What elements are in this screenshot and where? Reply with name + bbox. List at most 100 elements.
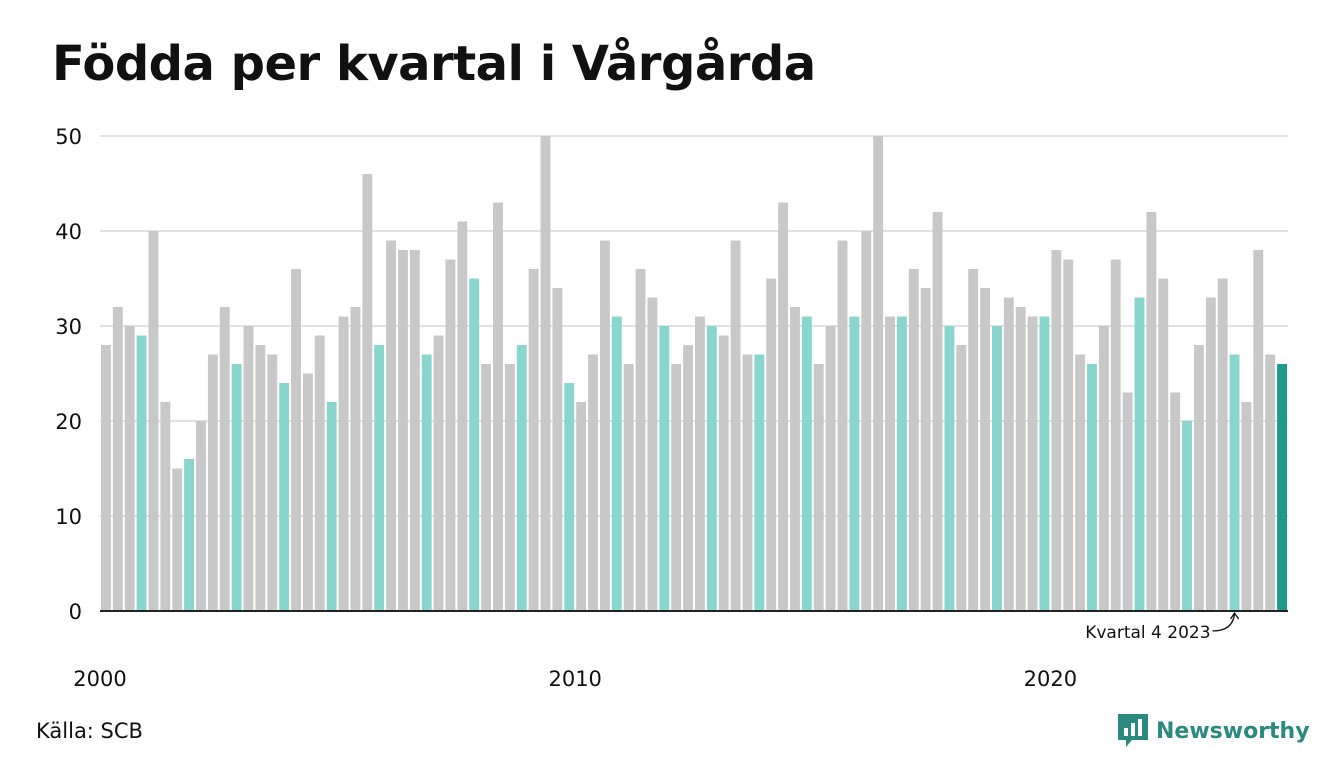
bar bbox=[540, 136, 551, 611]
bar bbox=[908, 269, 919, 611]
bar bbox=[231, 364, 242, 611]
bar bbox=[326, 402, 337, 611]
bar bbox=[932, 212, 943, 611]
bar bbox=[896, 316, 907, 611]
newsworthy-brand[interactable]: Newsworthy bbox=[1118, 714, 1310, 748]
bar bbox=[124, 326, 135, 611]
bar bbox=[754, 354, 765, 611]
bar bbox=[564, 383, 575, 611]
bar bbox=[493, 202, 503, 611]
source-note: Källa: SCB bbox=[36, 719, 143, 743]
bars bbox=[101, 136, 1287, 611]
bar bbox=[338, 316, 349, 611]
bar bbox=[1051, 250, 1062, 611]
bar bbox=[956, 345, 967, 611]
bar bbox=[243, 326, 254, 611]
bar bbox=[611, 316, 622, 611]
bar bbox=[623, 364, 634, 611]
bar bbox=[481, 364, 492, 611]
y-tick-label: 20 bbox=[55, 410, 82, 434]
bar bbox=[386, 240, 396, 611]
bar bbox=[314, 335, 325, 611]
y-tick-label: 10 bbox=[55, 505, 82, 529]
bar bbox=[469, 278, 480, 611]
bar bbox=[279, 383, 290, 611]
bar bbox=[136, 335, 147, 611]
y-tick-label: 40 bbox=[55, 220, 82, 244]
bar bbox=[457, 221, 468, 611]
latest-annotation: Kvartal 4 2023 bbox=[1085, 611, 1240, 643]
bar bbox=[790, 307, 800, 611]
bar bbox=[255, 345, 266, 611]
bar bbox=[813, 364, 824, 611]
bar bbox=[1063, 259, 1074, 611]
bar bbox=[409, 250, 420, 611]
bar bbox=[1229, 354, 1240, 611]
x-tick-label: 2020 bbox=[1024, 667, 1077, 691]
bar bbox=[683, 345, 693, 611]
bar bbox=[873, 136, 884, 611]
bar bbox=[599, 240, 610, 611]
bar bbox=[1277, 364, 1287, 611]
bar bbox=[992, 326, 1002, 611]
bar bbox=[837, 240, 848, 611]
chart-title: Födda per kvartal i Vårgårda bbox=[52, 36, 816, 92]
bar bbox=[968, 269, 979, 611]
bar bbox=[1158, 278, 1169, 611]
bar bbox=[1253, 250, 1264, 611]
bar bbox=[207, 354, 218, 611]
bar bbox=[718, 335, 729, 611]
bar bbox=[588, 354, 598, 611]
annotation-arrow bbox=[1212, 613, 1236, 632]
bar bbox=[1122, 392, 1133, 611]
bar bbox=[516, 345, 527, 611]
bar bbox=[825, 326, 836, 611]
bar bbox=[291, 269, 301, 611]
bar bbox=[1241, 402, 1252, 611]
bar bbox=[398, 250, 408, 611]
annotation-label: Kvartal 4 2023 bbox=[1085, 623, 1210, 643]
brand-name: Newsworthy bbox=[1156, 718, 1310, 744]
bar bbox=[635, 269, 646, 611]
bar bbox=[219, 307, 230, 611]
bar bbox=[1087, 364, 1097, 611]
bar bbox=[504, 364, 515, 611]
bar bbox=[1110, 259, 1121, 611]
bar bbox=[350, 307, 361, 611]
bar bbox=[742, 354, 753, 611]
bar bbox=[944, 326, 955, 611]
newsworthy-logo-icon bbox=[1118, 714, 1148, 747]
gridlines bbox=[100, 135, 1288, 517]
bar bbox=[659, 326, 670, 611]
x-tick-label: 2010 bbox=[548, 667, 601, 691]
bar bbox=[1039, 316, 1050, 611]
bar bbox=[101, 345, 111, 611]
bar bbox=[1146, 212, 1157, 611]
bar bbox=[647, 297, 658, 611]
bar bbox=[1170, 392, 1181, 611]
bar bbox=[160, 402, 171, 611]
bar bbox=[849, 316, 860, 611]
y-tick-label: 30 bbox=[55, 315, 82, 339]
bar bbox=[445, 259, 456, 611]
bar bbox=[695, 316, 705, 611]
bar bbox=[267, 354, 278, 611]
bar bbox=[1182, 421, 1192, 611]
bar bbox=[980, 288, 990, 611]
bar bbox=[528, 269, 539, 611]
annotation-arrowhead bbox=[1229, 611, 1240, 620]
bar bbox=[1003, 297, 1014, 611]
bar bbox=[112, 307, 123, 611]
bar bbox=[801, 316, 812, 611]
bar bbox=[778, 202, 789, 611]
y-axis-ticks: 0 10 20 30 40 50 bbox=[55, 125, 82, 624]
bar bbox=[766, 278, 777, 611]
bar bbox=[920, 288, 931, 611]
bar bbox=[1098, 326, 1109, 611]
bar bbox=[1075, 354, 1086, 611]
y-tick-label: 50 bbox=[55, 125, 82, 149]
bar bbox=[861, 231, 872, 611]
bar bbox=[706, 326, 717, 611]
bar bbox=[552, 288, 563, 611]
bar bbox=[1265, 354, 1276, 611]
